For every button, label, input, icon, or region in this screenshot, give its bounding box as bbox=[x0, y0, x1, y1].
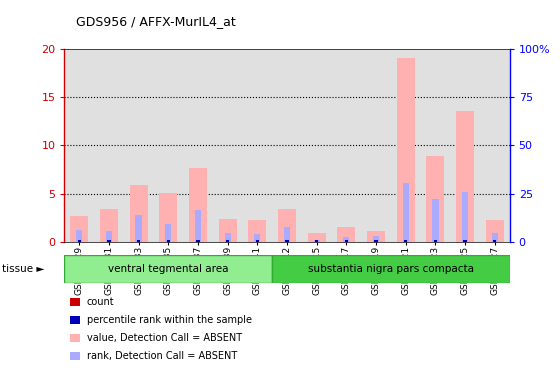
Bar bbox=[345, 240, 348, 242]
Bar bbox=[78, 240, 81, 242]
Bar bbox=[108, 240, 110, 242]
Bar bbox=[100, 209, 118, 242]
Bar bbox=[315, 240, 318, 242]
Bar bbox=[375, 240, 377, 242]
Bar bbox=[137, 240, 140, 242]
FancyBboxPatch shape bbox=[64, 255, 272, 283]
Bar bbox=[427, 156, 444, 242]
Bar bbox=[404, 240, 407, 242]
Bar bbox=[464, 240, 466, 242]
Bar bbox=[130, 185, 147, 242]
Bar bbox=[189, 168, 207, 242]
Bar bbox=[315, 240, 318, 242]
Bar bbox=[256, 240, 259, 242]
Bar bbox=[195, 210, 201, 242]
Bar bbox=[167, 240, 170, 242]
Bar bbox=[345, 240, 348, 242]
Text: percentile rank within the sample: percentile rank within the sample bbox=[87, 315, 252, 325]
Text: tissue ►: tissue ► bbox=[2, 264, 44, 274]
Bar bbox=[373, 236, 379, 242]
Bar bbox=[493, 240, 496, 242]
Bar bbox=[403, 183, 409, 242]
Bar bbox=[219, 219, 236, 242]
Text: ventral tegmental area: ventral tegmental area bbox=[108, 264, 228, 274]
Text: rank, Detection Call = ABSENT: rank, Detection Call = ABSENT bbox=[87, 351, 237, 361]
Text: GDS956 / AFFX-MurIL4_at: GDS956 / AFFX-MurIL4_at bbox=[76, 15, 235, 28]
Bar bbox=[165, 224, 171, 242]
Bar bbox=[197, 240, 199, 242]
Bar bbox=[226, 240, 229, 242]
Bar bbox=[160, 193, 177, 242]
Bar bbox=[137, 240, 140, 242]
Bar bbox=[197, 240, 199, 242]
Bar bbox=[249, 220, 266, 242]
Bar bbox=[106, 231, 112, 242]
Bar bbox=[136, 215, 142, 242]
Bar bbox=[338, 227, 355, 242]
Text: count: count bbox=[87, 297, 114, 307]
Bar bbox=[486, 220, 503, 242]
Bar bbox=[254, 234, 260, 242]
Bar bbox=[404, 240, 407, 242]
Bar bbox=[492, 233, 498, 242]
Bar bbox=[308, 233, 325, 242]
FancyBboxPatch shape bbox=[272, 255, 510, 283]
Bar bbox=[493, 240, 496, 242]
Bar bbox=[286, 240, 288, 242]
Bar bbox=[375, 240, 377, 242]
Bar bbox=[432, 200, 438, 242]
Bar bbox=[278, 209, 296, 242]
Bar bbox=[108, 240, 110, 242]
Text: value, Detection Call = ABSENT: value, Detection Call = ABSENT bbox=[87, 333, 242, 343]
Bar bbox=[256, 240, 259, 242]
Bar bbox=[167, 240, 170, 242]
Bar bbox=[76, 230, 82, 242]
Bar bbox=[284, 227, 290, 242]
Bar bbox=[464, 240, 466, 242]
Bar bbox=[71, 216, 88, 242]
Bar bbox=[226, 240, 229, 242]
Bar bbox=[286, 240, 288, 242]
Bar bbox=[434, 240, 437, 242]
Bar bbox=[314, 240, 320, 242]
Bar bbox=[225, 233, 231, 242]
Bar bbox=[462, 192, 468, 242]
Bar bbox=[434, 240, 437, 242]
Bar bbox=[456, 111, 474, 242]
Bar bbox=[78, 240, 81, 242]
Bar bbox=[367, 231, 385, 242]
Text: substantia nigra pars compacta: substantia nigra pars compacta bbox=[308, 264, 474, 274]
Bar bbox=[397, 58, 414, 242]
Bar bbox=[343, 237, 349, 242]
